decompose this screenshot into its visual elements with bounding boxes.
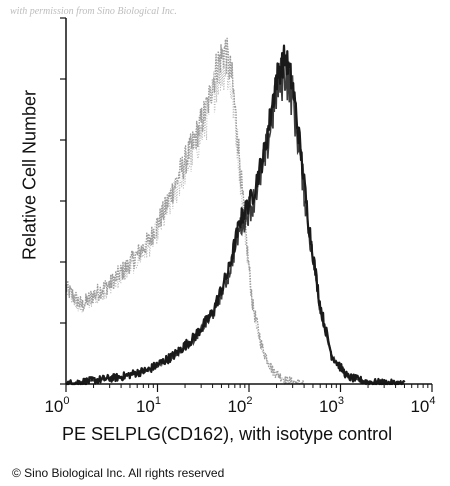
x-tick-label-exponent: 4 <box>429 395 435 407</box>
x-tick-label-exponent: 1 <box>155 395 161 407</box>
x-tick-label-base: 10 <box>136 397 155 416</box>
x-tick-label: 102 <box>227 395 252 416</box>
x-tick-label-base: 10 <box>227 397 246 416</box>
x-axis-label: PE SELPLG(CD162), with isotype control <box>62 424 393 444</box>
x-tick-label-base: 10 <box>44 397 63 416</box>
series-isotype <box>65 37 305 385</box>
x-tick-label-exponent: 3 <box>338 395 344 407</box>
x-tick-label: 100 <box>44 395 69 416</box>
x-tick-label-base: 10 <box>410 397 429 416</box>
x-tick-label-exponent: 2 <box>246 395 252 407</box>
x-tick-label-base: 10 <box>319 397 338 416</box>
plot-area <box>65 37 406 386</box>
axes: 100 101 102 103 104 <box>44 17 436 416</box>
series-texture-isotype <box>65 53 305 385</box>
y-axis-label: Relative Cell Number <box>19 89 40 261</box>
watermark: with permission from Sino Biological Inc… <box>10 6 177 17</box>
x-tick-label-exponent: 0 <box>63 395 69 407</box>
x-tick-label: 103 <box>319 395 344 416</box>
copyright-notice: © Sino Biological Inc. All rights reserv… <box>12 466 225 480</box>
series-texture-sample <box>65 57 405 385</box>
series-sample <box>65 44 406 386</box>
x-tick-label: 101 <box>136 395 161 416</box>
series-line-sample <box>65 44 406 386</box>
x-tick-label: 104 <box>410 395 435 416</box>
series-line-isotype <box>65 37 305 385</box>
